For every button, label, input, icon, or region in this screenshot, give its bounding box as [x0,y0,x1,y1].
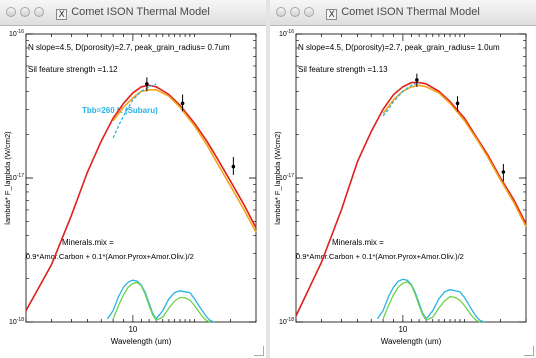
thermal-model-plot: N slope=4.5, D(porosity)=2.7, peak_grain… [3,29,257,346]
minimize-button[interactable] [20,7,30,17]
header-line: N slope=4.5, D(porosity)=2.7, peak_grain… [298,43,500,52]
series-line [112,89,257,233]
data-point [231,164,236,169]
window-title: X Comet ISON Thermal Model [0,6,266,20]
window-title-text: Comet ISON Thermal Model [71,6,210,18]
left-window: X Comet ISON Thermal Model N slope=4.5, D… [0,0,266,358]
window-title: X Comet ISON Thermal Model [270,6,536,20]
y-tick-label: 10-17 [279,173,294,182]
plot-frame [25,33,257,323]
series-line [382,84,527,227]
window-title-text: Comet ISON Thermal Model [341,6,480,18]
x-axis-label: Wavelength (um) [381,337,442,346]
header-line: N slope=4.5, D(porosity)=2.7, peak_grain… [28,43,230,52]
series-line [112,281,211,323]
data-point [415,78,419,82]
series-line [382,81,420,117]
series-line [382,281,481,323]
minerals-title: Minerals.mix = [62,238,114,247]
y-tick-label: 10-18 [9,317,24,326]
plot-frame [295,33,527,323]
resize-grip[interactable] [254,346,264,356]
y-axis-label: lambda* F_lambda (W/cm2) [273,131,282,225]
thermal-model-plot: N slope=4.5, D(porosity)=2.7, peak_grain… [273,29,527,346]
data-point [501,170,506,174]
series-line [295,81,527,317]
y-tick-label: 10-16 [279,29,294,38]
y-tick-label: 10-18 [279,317,294,326]
window-controls [6,7,44,17]
x-tick-label: 10 [398,325,407,334]
sil-feature-line: Sil feature strength =1.12 [28,65,118,74]
window-gap [266,0,270,358]
window-titlebar[interactable]: X Comet ISON Thermal Model [270,0,536,26]
data-point [145,82,149,86]
y-tick-label: 10-16 [9,29,24,38]
data-point [180,101,185,106]
series-line [112,83,157,139]
series-line [25,84,257,311]
minerals-formula: 0.9*Amor.Carbon + 0.1*(Amor.Pyrox+Amor.O… [296,252,464,261]
window-titlebar[interactable]: X Comet ISON Thermal Model [0,0,266,26]
close-button[interactable] [276,7,286,17]
data-point [455,101,460,106]
minerals-formula: 0.9*Amor.Carbon + 0.1*(Amor.Pyrox+Amor.O… [26,252,194,261]
zoom-button[interactable] [304,7,314,17]
right-window: X Comet ISON Thermal Model N slope=4.5, D… [270,0,536,358]
window-controls [276,7,314,17]
resize-grip[interactable] [524,346,534,356]
x11-icon: X [56,9,68,20]
x-tick-label: 10 [128,325,137,334]
close-button[interactable] [6,7,16,17]
x11-icon: X [326,9,338,20]
sil-feature-line: Sil feature strength =1.13 [298,65,388,74]
x-axis-label: Wavelength (um) [111,337,172,346]
y-axis-label: lambda* F_lambda (W/cm2) [3,131,12,225]
series-line [106,279,215,323]
zoom-button[interactable] [34,7,44,17]
series-line [376,278,485,323]
y-tick-label: 10-17 [9,173,24,182]
minimize-button[interactable] [290,7,300,17]
minerals-title: Minerals.mix = [332,238,384,247]
